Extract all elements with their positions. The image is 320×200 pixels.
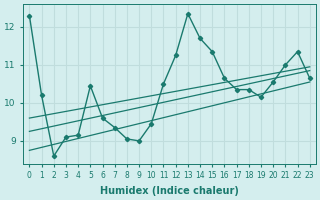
X-axis label: Humidex (Indice chaleur): Humidex (Indice chaleur)	[100, 186, 239, 196]
